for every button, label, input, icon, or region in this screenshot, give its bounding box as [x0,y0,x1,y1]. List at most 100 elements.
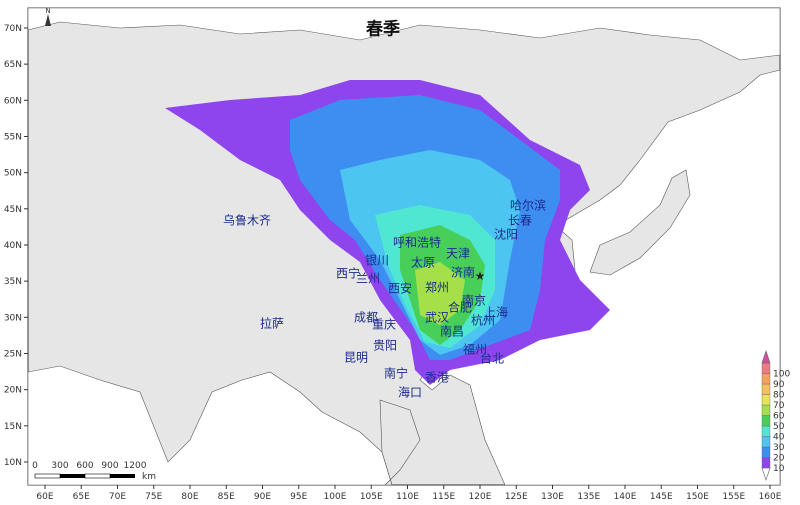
y-tick-label: 70N [4,24,22,34]
north-label: N [45,7,50,15]
y-tick-label: 25N [4,349,22,359]
city-label: 成都 [353,310,379,325]
x-tick-label: 105E [360,492,383,502]
legend-label: 70 [773,401,785,411]
city-label: 贵阳 [372,338,398,353]
x-axis: 60E 65E 70E 75E 80E 85E 90E 95E 100E 105E 110E 115E… [36,485,782,502]
x-tick-label: 70E [109,492,126,502]
x-tick-label: 130E [541,492,564,502]
city-label: 武汉 [424,310,450,325]
legend-label: 80 [773,391,785,401]
south-china-sea-land [379,399,421,486]
north-arrow-icon [45,14,51,26]
city-label: 兰州 [355,271,381,286]
legend-swatch [761,436,771,448]
city-label: 福州 [462,342,488,357]
y-tick-label: 40N [4,241,22,251]
city-label: 长春 [507,213,533,228]
city-label: 拉萨 [259,316,285,331]
x-tick-label: 150E [686,492,709,502]
x-tick-label: 65E [73,492,90,502]
x-tick-label: 85E [218,492,235,502]
y-tick-label: 60N [4,96,22,106]
japan [589,169,691,276]
star-icon: ★ [475,269,486,283]
x-tick-label: 120E [469,492,492,502]
city-label: 海口 [397,385,423,400]
x-tick-label: 115E [432,492,455,502]
legend-swatch [761,362,771,374]
scale-unit: km [142,472,156,482]
y-axis: 10N 15N 20N 25N 30N 35N 40N 45N 50N 55N 60N 65N 70N [4,24,28,468]
y-tick-label: 20N [4,386,22,396]
y-tick-label: 55N [4,132,22,142]
x-tick-label: 75E [145,492,162,502]
city-label: 济南 [450,265,476,280]
x-tick-label: 80E [181,492,198,502]
city-label: 合肥 [447,300,473,315]
y-tick-label: 45N [4,205,22,215]
legend-swatch [761,457,771,469]
legend-swatch [761,404,771,416]
city-label: 银川 [364,253,390,268]
legend-label: 10 [773,464,785,474]
city-label: 天津 [445,246,471,261]
city-label: 哈尔滨 [509,198,547,213]
x-tick-label: 125E [505,492,528,502]
scale-tick: 300 [51,461,68,471]
city-label: 南宁 [383,366,409,381]
legend-label: 60 [773,412,785,422]
x-tick-label: 145E [650,492,673,502]
map-title: 春季 [366,19,400,40]
y-tick-label: 10N [4,458,22,468]
city-label: 香港 [424,370,450,385]
legend-label: 50 [773,422,785,432]
x-tick-label: 100E [324,492,347,502]
legend-swatch [761,425,771,437]
city-label: 杭州 [470,313,496,328]
city-label: 呼和浩特 [392,235,442,250]
scale-tick: 900 [101,461,118,471]
x-tick-label: 95E [290,492,307,502]
x-tick-label: 140E [614,492,637,502]
city-label: 郑州 [424,280,450,295]
legend-over-triangle [761,350,771,364]
city-label: 南京 [461,293,487,308]
concentration-plume [165,80,610,385]
y-tick-label: 50N [4,169,22,179]
legend-swatch [761,383,771,395]
x-tick-label: 135E [577,492,600,502]
scale-bar: 0 300 600 900 1200 km [32,461,156,482]
legend-label: 100 [773,370,790,380]
city-label: 沈阳 [493,227,519,242]
city-label: 南昌 [439,324,465,339]
x-tick-label: 90E [254,492,271,502]
arctic-ocean [27,7,781,61]
city-label: 乌鲁木齐 [222,213,272,228]
legend-label: 20 [773,454,785,464]
y-tick-label: 30N [4,313,22,323]
y-tick-label: 65N [4,60,22,70]
x-tick-label: 155E [722,492,745,502]
scale-tick: 0 [32,461,38,471]
city-label: 西安 [387,281,413,296]
y-tick-label: 15N [4,422,22,432]
legend-swatch [761,373,771,385]
legend-swatch [761,446,771,458]
scale-tick: 600 [76,461,93,471]
city-label: 重庆 [371,317,397,332]
city-label: 上海 [483,305,509,320]
x-tick-label: 60E [36,492,53,502]
legend-swatch [761,415,771,427]
legend-label: 90 [773,380,785,390]
city-label: 西宁 [335,266,361,281]
scale-tick: 1200 [124,461,147,471]
x-tick-label: 160E [759,492,782,502]
city-label: 太原 [410,255,436,270]
y-tick-label: 35N [4,277,22,287]
city-label: 昆明 [343,350,369,365]
x-tick-label: 110E [396,492,419,502]
